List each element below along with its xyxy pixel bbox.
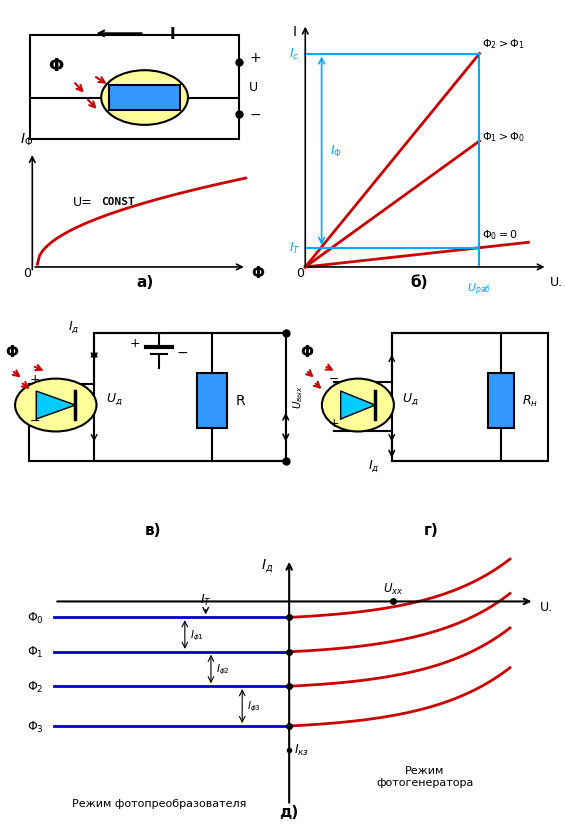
Text: $U_{раб}$: $U_{раб}$ <box>467 281 492 298</box>
Text: $\Phi_3$: $\Phi_3$ <box>27 719 44 734</box>
Text: $I_\Phi$: $I_\Phi$ <box>330 144 342 159</box>
Text: 0: 0 <box>23 266 31 280</box>
Text: $\Phi_0$: $\Phi_0$ <box>27 610 44 625</box>
Text: $U_д$: $U_д$ <box>402 390 419 407</box>
Text: $I_{кз}$: $I_{кз}$ <box>294 743 310 758</box>
Text: +: + <box>249 50 261 65</box>
Text: U.: U. <box>540 600 553 614</box>
FancyBboxPatch shape <box>94 334 286 461</box>
Text: $I_\Phi$: $I_\Phi$ <box>19 131 33 147</box>
Text: R: R <box>236 394 246 408</box>
Text: $\Phi_2 > \Phi_1$: $\Phi_2 > \Phi_1$ <box>482 37 525 50</box>
Ellipse shape <box>322 379 394 432</box>
Text: Режим фотопреобразователя: Режим фотопреобразователя <box>71 798 246 808</box>
Text: а): а) <box>136 275 153 289</box>
Text: 0: 0 <box>296 266 304 280</box>
Text: U.: U. <box>550 275 564 289</box>
Text: +: + <box>130 337 141 350</box>
Text: д): д) <box>280 804 299 819</box>
Text: −: − <box>329 372 340 385</box>
Text: U: U <box>249 81 259 94</box>
Text: +: + <box>30 372 40 385</box>
Text: −: − <box>249 108 261 122</box>
Text: U=: U= <box>73 196 93 208</box>
Text: $U_{хх}$: $U_{хх}$ <box>383 581 404 596</box>
Text: Φ: Φ <box>301 345 314 360</box>
Text: $I_д$: $I_д$ <box>368 457 379 473</box>
Text: $U_д$: $U_д$ <box>106 390 122 407</box>
Text: +: + <box>329 417 340 429</box>
Text: Φ: Φ <box>6 345 19 360</box>
Text: CONST: CONST <box>101 197 135 207</box>
Text: $\Phi_1$: $\Phi_1$ <box>27 644 44 660</box>
Text: $I_д$: $I_д$ <box>261 557 273 575</box>
FancyBboxPatch shape <box>392 334 548 461</box>
Text: $\Phi_2$: $\Phi_2$ <box>27 679 44 694</box>
FancyBboxPatch shape <box>29 36 239 140</box>
Text: $I_{\phi2}$: $I_{\phi2}$ <box>216 662 230 676</box>
Text: $I_T$: $I_T$ <box>289 241 300 256</box>
Text: −: − <box>177 346 188 359</box>
Text: $R_н$: $R_н$ <box>522 394 538 409</box>
Text: в): в) <box>145 523 162 538</box>
Text: $I_c$: $I_c$ <box>289 47 299 62</box>
Text: $I_{\phi3}$: $I_{\phi3}$ <box>247 699 261 714</box>
FancyBboxPatch shape <box>197 373 227 428</box>
Text: $I_T$: $I_T$ <box>200 592 211 607</box>
Text: −: − <box>30 414 40 427</box>
Polygon shape <box>36 392 75 419</box>
Text: I: I <box>293 25 297 39</box>
Text: $\Phi_1 > \Phi_0$: $\Phi_1 > \Phi_0$ <box>482 130 525 144</box>
Ellipse shape <box>15 379 96 432</box>
Text: Φ: Φ <box>252 265 265 280</box>
FancyBboxPatch shape <box>488 373 514 428</box>
Text: г): г) <box>424 523 438 538</box>
Text: $\Phi_0 = 0$: $\Phi_0 = 0$ <box>482 228 518 241</box>
FancyBboxPatch shape <box>109 86 180 111</box>
Text: I: I <box>170 26 176 42</box>
Ellipse shape <box>101 71 188 126</box>
Text: Φ: Φ <box>48 57 63 74</box>
Polygon shape <box>341 392 375 419</box>
Text: $I_{\phi1}$: $I_{\phi1}$ <box>190 628 204 642</box>
Text: б): б) <box>411 275 428 289</box>
Text: $I_д$: $I_д$ <box>68 318 79 334</box>
Text: Режим
фотогенератора: Режим фотогенератора <box>376 766 473 787</box>
Text: $U_{вых}$: $U_{вых}$ <box>291 385 306 409</box>
